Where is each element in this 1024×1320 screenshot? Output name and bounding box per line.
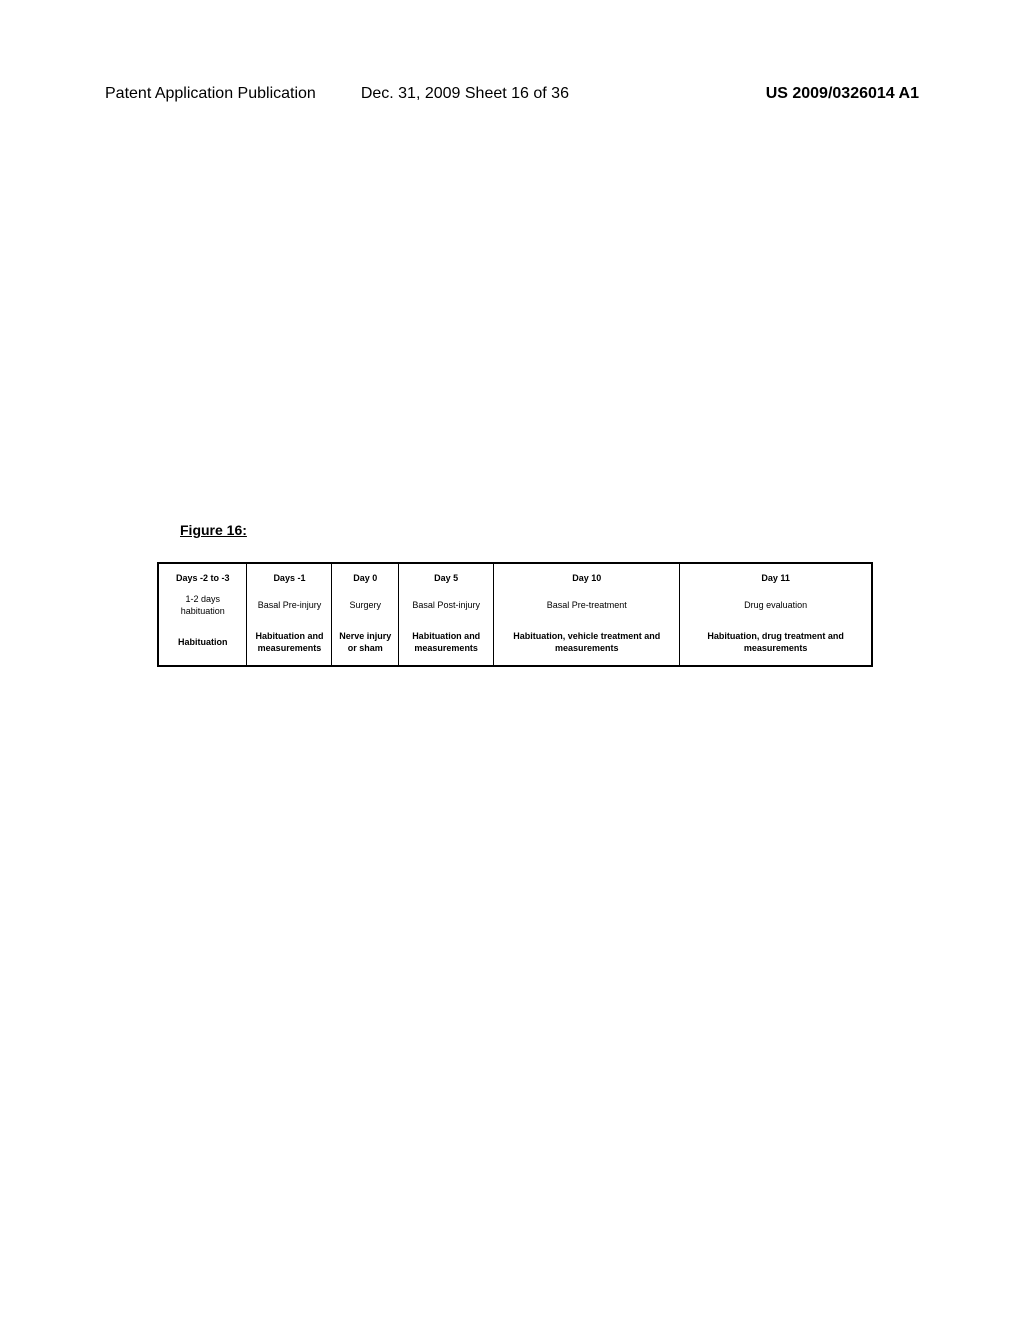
header-date-sheet: Dec. 31, 2009 Sheet 16 of 36 <box>361 85 569 103</box>
description-cell: Basal Pre-treatment <box>494 591 680 628</box>
description-cell: 1-2 days habituation <box>158 591 247 628</box>
page-header: Patent Application Publication Dec. 31, … <box>0 85 1024 103</box>
day-header: Day 0 <box>332 563 399 591</box>
detail-cell: Nerve injury or sham <box>332 628 399 666</box>
detail-cell: Habituation, vehicle treatment and measu… <box>494 628 680 666</box>
detail-cell: Habituation and measurements <box>247 628 332 666</box>
description-cell: Basal Post-injury <box>399 591 494 628</box>
detail-cell: Habituation, drug treatment and measurem… <box>680 628 872 666</box>
table-row: Habituation Habituation and measurements… <box>158 628 872 666</box>
table-row: Days -2 to -3 Days -1 Day 0 Day 5 Day 10… <box>158 563 872 591</box>
day-header: Days -1 <box>247 563 332 591</box>
description-cell: Surgery <box>332 591 399 628</box>
day-header: Day 11 <box>680 563 872 591</box>
table-row: 1-2 days habituation Basal Pre-injury Su… <box>158 591 872 628</box>
description-cell: Basal Pre-injury <box>247 591 332 628</box>
header-publication: Patent Application Publication <box>105 85 316 103</box>
description-cell: Drug evaluation <box>680 591 872 628</box>
day-header: Day 5 <box>399 563 494 591</box>
detail-cell: Habituation and measurements <box>399 628 494 666</box>
detail-cell: Habituation <box>158 628 247 666</box>
header-patent-number: US 2009/0326014 A1 <box>766 85 919 103</box>
figure-label: Figure 16: <box>180 522 247 538</box>
day-header: Day 10 <box>494 563 680 591</box>
timeline-table: Days -2 to -3 Days -1 Day 0 Day 5 Day 10… <box>157 562 873 667</box>
day-header: Days -2 to -3 <box>158 563 247 591</box>
